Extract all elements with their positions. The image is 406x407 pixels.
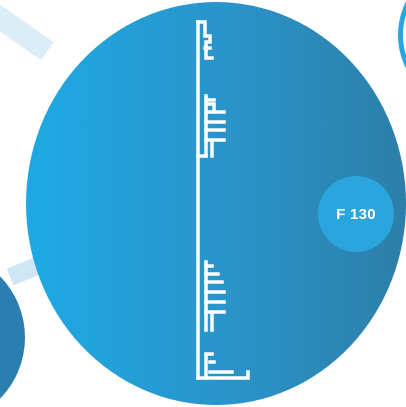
model-badge-label: F 130 [336, 205, 376, 223]
model-badge: F 130 [318, 176, 394, 252]
